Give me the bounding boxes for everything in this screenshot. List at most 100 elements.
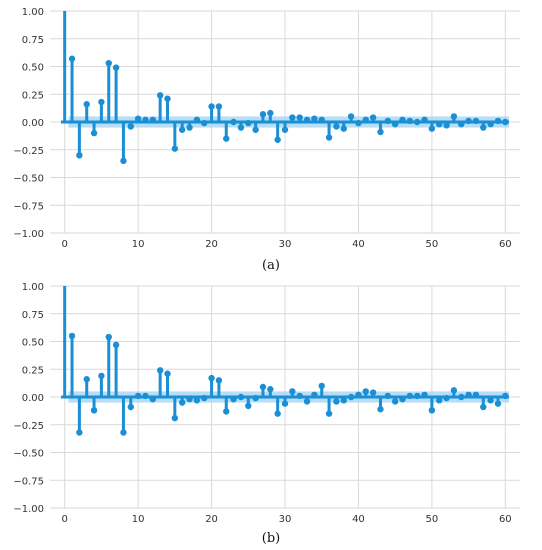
stem-marker bbox=[362, 388, 369, 395]
stem-marker bbox=[384, 392, 392, 400]
chart-a: 0 10 20 30 40 50 60 1.00 0.75 0.50 0.25 0.00 −0.25 −0… bbox=[13, 7, 520, 250]
stem-marker bbox=[90, 129, 98, 137]
stem-marker bbox=[325, 410, 333, 417]
stem-marker bbox=[296, 392, 303, 400]
stem-marker bbox=[252, 394, 259, 402]
stem-marker bbox=[171, 145, 179, 152]
stem-marker bbox=[377, 128, 384, 136]
stem-marker bbox=[149, 116, 157, 123]
y-tick-label: 0.00 bbox=[22, 393, 44, 404]
stem-marker bbox=[428, 125, 436, 132]
stem-marker bbox=[333, 123, 340, 130]
y-tick-label: 0.00 bbox=[22, 118, 44, 129]
x-tick-label: 50 bbox=[426, 514, 439, 525]
stem-marker bbox=[267, 109, 274, 117]
stem-marker bbox=[208, 374, 215, 382]
stem-marker bbox=[450, 113, 458, 120]
x-tick-label: 50 bbox=[426, 239, 439, 250]
stem-marker bbox=[186, 396, 193, 403]
stem-marker bbox=[281, 126, 289, 133]
y-tick-label: −1.00 bbox=[13, 504, 44, 515]
y-tick-label: −0.50 bbox=[13, 449, 44, 460]
x-tick-label: 40 bbox=[352, 514, 365, 525]
stem-marker bbox=[201, 394, 208, 402]
stem-marker bbox=[223, 135, 230, 142]
stem-marker bbox=[413, 118, 421, 126]
stem-marker bbox=[458, 121, 465, 128]
stem-marker bbox=[421, 391, 428, 398]
stem-marker bbox=[237, 124, 245, 131]
stem-marker bbox=[502, 118, 509, 126]
stem-marker bbox=[384, 117, 392, 125]
stem-marker bbox=[391, 398, 399, 405]
stem-marker bbox=[186, 124, 193, 131]
stem-marker bbox=[289, 114, 296, 121]
stem-marker bbox=[406, 392, 414, 400]
stem-marker bbox=[134, 115, 142, 122]
stem-marker bbox=[230, 118, 237, 126]
stem-marker bbox=[267, 386, 274, 393]
stem-marker bbox=[369, 114, 377, 121]
stem-marker bbox=[98, 372, 105, 380]
y-tick-label: 0.25 bbox=[22, 365, 44, 376]
stem-marker bbox=[480, 124, 487, 131]
y-tick-label: 0.75 bbox=[22, 35, 44, 46]
stem-marker bbox=[340, 397, 347, 404]
stem-marker bbox=[156, 92, 164, 99]
stem-marker bbox=[399, 396, 406, 403]
stem-marker bbox=[318, 382, 325, 390]
y-tick-label: 0.50 bbox=[22, 338, 44, 349]
stem-marker bbox=[98, 98, 105, 106]
stem-marker bbox=[193, 397, 201, 404]
stem-marker bbox=[83, 376, 90, 383]
stem-marker bbox=[355, 119, 362, 127]
stem-marker bbox=[333, 398, 340, 405]
stem-marker bbox=[480, 403, 487, 411]
stem-marker bbox=[252, 126, 259, 133]
stem-marker bbox=[450, 387, 458, 394]
stem-marker bbox=[83, 101, 90, 108]
stem-marker bbox=[274, 410, 281, 417]
stem-marker bbox=[391, 121, 399, 128]
stem-marker bbox=[289, 388, 296, 395]
stem-marker bbox=[502, 392, 509, 400]
caption-a: (a) bbox=[262, 258, 280, 273]
stem-marker bbox=[149, 396, 157, 403]
y-tick-label: −0.25 bbox=[13, 146, 44, 157]
stem-marker bbox=[112, 64, 120, 71]
stem-marker bbox=[127, 123, 134, 130]
stem-marker bbox=[223, 408, 230, 415]
stem-marker bbox=[436, 121, 443, 128]
stem-marker bbox=[421, 116, 428, 123]
y-tick-label: −0.25 bbox=[13, 421, 44, 432]
stem-marker bbox=[134, 392, 142, 400]
y-tick-label: −0.75 bbox=[13, 201, 44, 212]
stem-marker bbox=[377, 406, 384, 413]
y-tick-label: −0.75 bbox=[13, 476, 44, 487]
stem-marker bbox=[311, 391, 318, 398]
stem-marker bbox=[259, 111, 267, 118]
stem-marker bbox=[406, 117, 414, 125]
chart-b: 0 10 20 30 40 50 60 1.00 0.75 0.50 0.25 0.00 −0.25 −0… bbox=[13, 282, 520, 525]
y-tick-label: 0.50 bbox=[22, 63, 44, 74]
x-tick-label: 60 bbox=[499, 239, 512, 250]
stem-marker bbox=[303, 398, 311, 405]
stem-marker bbox=[347, 393, 355, 401]
stem-marker bbox=[164, 95, 171, 102]
stem-marker bbox=[487, 121, 494, 128]
stem-marker bbox=[245, 119, 252, 127]
x-tick-label: 30 bbox=[279, 514, 292, 525]
stem-marker bbox=[311, 115, 318, 122]
stem-marker bbox=[340, 125, 347, 132]
stem-marker bbox=[472, 117, 480, 125]
stem-marker bbox=[281, 400, 289, 407]
x-tick-label: 10 bbox=[132, 514, 145, 525]
stem-marker bbox=[274, 136, 281, 143]
stem-marker bbox=[193, 116, 201, 123]
stem-marker bbox=[355, 391, 362, 398]
stem-marker bbox=[164, 370, 171, 377]
stem-marker bbox=[494, 117, 502, 125]
stem-marker bbox=[436, 397, 443, 404]
stem-marker bbox=[127, 403, 134, 411]
stem-marker bbox=[215, 103, 223, 110]
